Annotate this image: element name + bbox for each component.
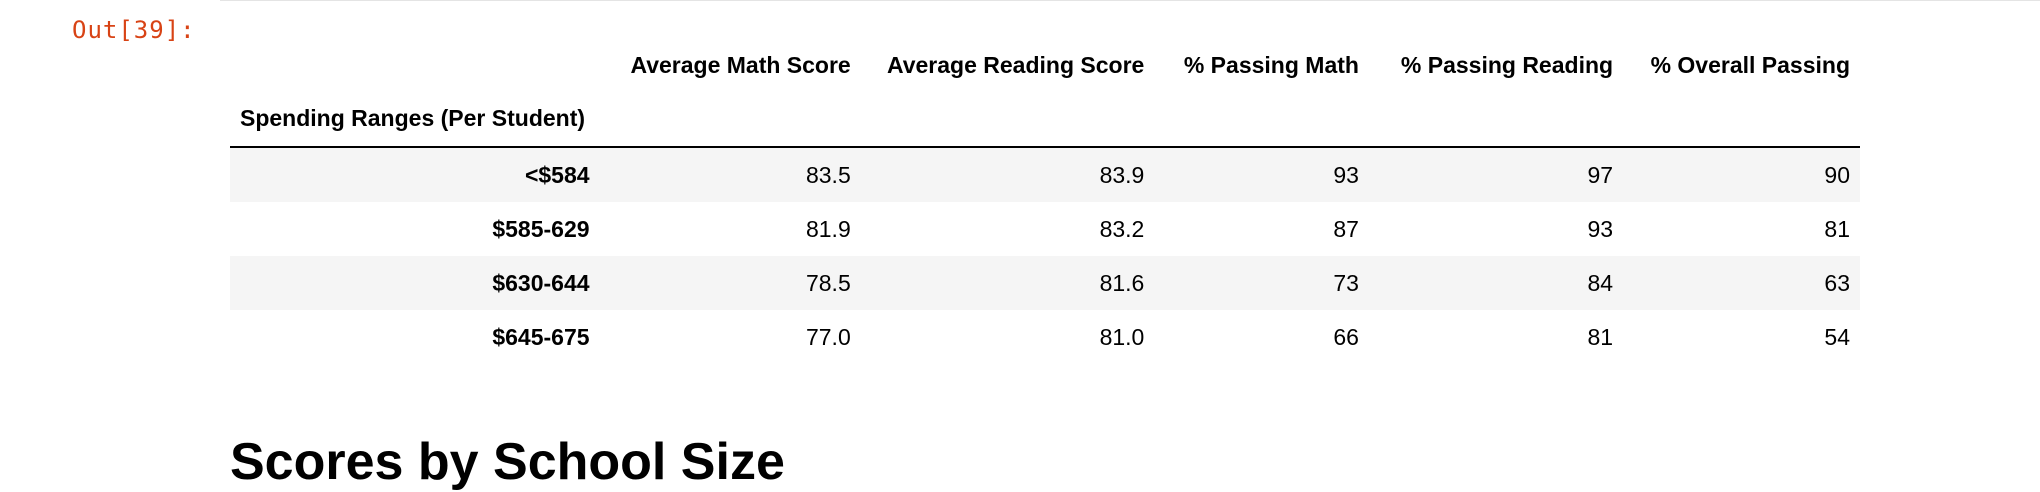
column-header: % Passing Math bbox=[1183, 51, 1359, 78]
table-cell: 84 bbox=[1587, 269, 1614, 296]
row-index: <$584 bbox=[524, 161, 590, 188]
row-index: $630-644 bbox=[492, 269, 590, 296]
table-cell: 81 bbox=[1587, 323, 1614, 350]
table-cell: 90 bbox=[1824, 161, 1850, 188]
table-cell: 81.9 bbox=[805, 215, 851, 242]
output-prompt: Out[39]: bbox=[72, 16, 196, 44]
table-cell: 63 bbox=[1824, 269, 1850, 296]
column-header-row: Average Math Score Average Reading Score… bbox=[230, 40, 1860, 90]
table-row: $645-675 77.0 81.0 66 81 54 bbox=[230, 310, 1860, 364]
table-cell: 93 bbox=[1333, 161, 1359, 188]
index-name: Spending Ranges (Per Student) bbox=[230, 90, 600, 148]
table-cell: 81.6 bbox=[1099, 269, 1145, 296]
table-cell: 66 bbox=[1333, 323, 1359, 350]
column-header: % Overall Passing bbox=[1650, 51, 1850, 78]
table-row: $630-644 78.5 81.6 73 84 63 bbox=[230, 256, 1860, 310]
column-header: Average Reading Score bbox=[886, 51, 1145, 78]
table-cell: 87 bbox=[1333, 215, 1359, 242]
table-cell: 83.9 bbox=[1099, 161, 1145, 188]
table-cell: 78.5 bbox=[805, 269, 851, 296]
table-cell: 83.5 bbox=[805, 161, 851, 188]
row-index: $645-675 bbox=[492, 323, 590, 350]
table-row: <$584 83.5 83.9 93 97 90 bbox=[230, 147, 1860, 202]
dataframe-table: Average Math Score Average Reading Score… bbox=[230, 40, 1860, 364]
table-cell: 81.0 bbox=[1099, 323, 1145, 350]
row-index: $585-629 bbox=[492, 215, 590, 242]
table-cell: 73 bbox=[1333, 269, 1359, 296]
section-heading: Scores by School Size bbox=[230, 433, 785, 491]
table-cell: 93 bbox=[1587, 215, 1614, 242]
index-name-row: Spending Ranges (Per Student) bbox=[230, 90, 1860, 148]
column-header: Average Math Score bbox=[630, 51, 851, 78]
table-row: $585-629 81.9 83.2 87 93 81 bbox=[230, 202, 1860, 256]
cell-top-border bbox=[220, 0, 2040, 1]
table-cell: 97 bbox=[1587, 161, 1614, 188]
table-cell: 83.2 bbox=[1099, 215, 1145, 242]
dataframe-output: Average Math Score Average Reading Score… bbox=[230, 40, 1860, 364]
column-header: % Passing Reading bbox=[1400, 51, 1614, 78]
table-cell: 81 bbox=[1824, 215, 1850, 242]
table-cell: 54 bbox=[1824, 323, 1850, 350]
index-header-spacer bbox=[230, 40, 600, 90]
table-cell: 77.0 bbox=[805, 323, 851, 350]
